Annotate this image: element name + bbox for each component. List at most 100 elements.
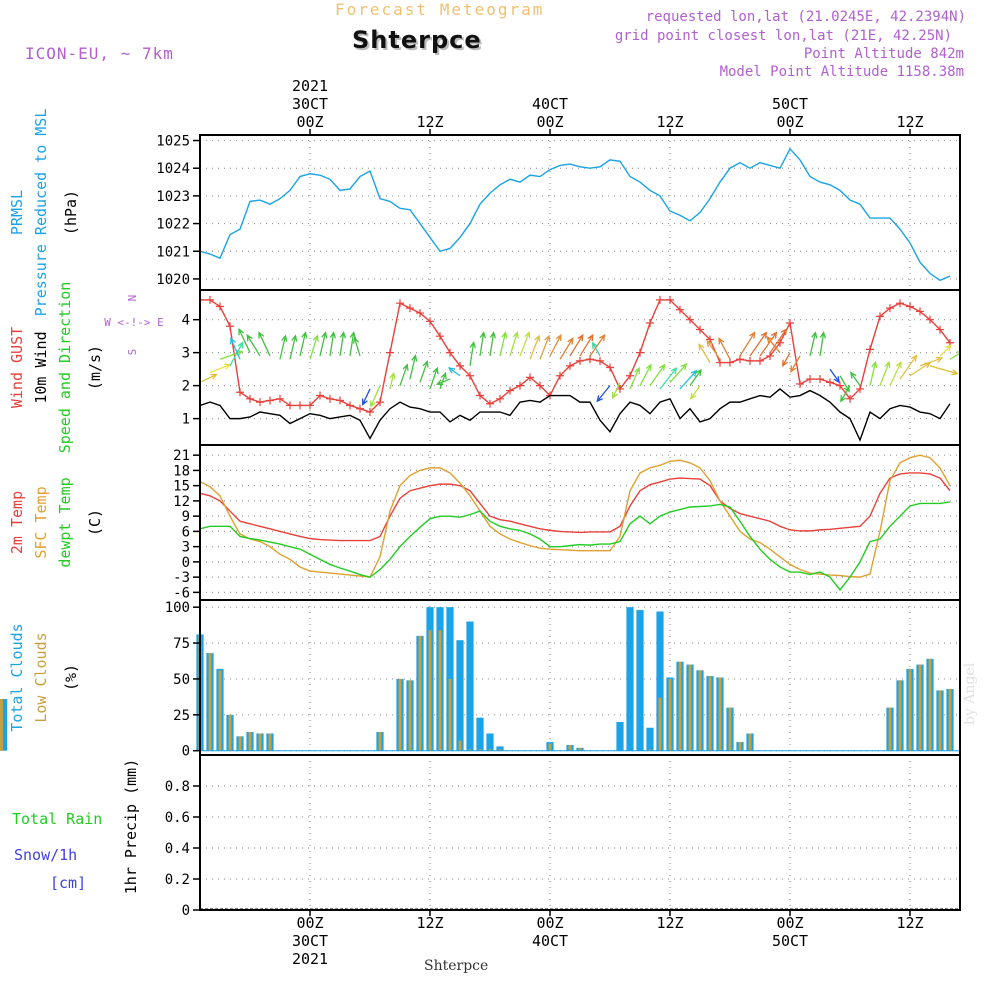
gust-marker <box>376 398 384 407</box>
gust-marker <box>236 388 244 397</box>
wind-arrow <box>899 354 918 380</box>
gust-marker <box>716 358 724 367</box>
wind-arrow <box>749 331 768 357</box>
wind-arrow <box>889 360 902 386</box>
gust-marker <box>206 295 214 304</box>
wind-ylabel: Wind GUST <box>8 327 26 408</box>
wind-arrow <box>819 331 827 357</box>
gust-marker <box>666 295 674 304</box>
gust-marker <box>486 399 494 408</box>
gust-marker <box>936 325 944 334</box>
clouds-ytick-label: 50 <box>173 672 190 688</box>
bottom-time-label: 00Z <box>776 914 803 932</box>
gust-marker <box>286 401 294 410</box>
low-cloud-bar <box>478 749 482 751</box>
low-cloud-bar <box>428 630 432 751</box>
temperature-ylabel: SFC Temp <box>32 486 50 558</box>
wind-arrow <box>939 344 953 357</box>
gust-marker <box>696 325 704 334</box>
pressure-ylabel: PRMSL <box>8 190 26 235</box>
precip-ytick-label: 0.4 <box>165 841 190 857</box>
compass-south: S <box>126 349 139 356</box>
wind-arrow <box>509 331 519 357</box>
precip-legend-snow: Snow/1h <box>14 846 77 864</box>
wind-unit: (m/s) <box>86 345 104 390</box>
wind-arrow <box>611 382 621 400</box>
total-cloud-bar <box>0 699 8 751</box>
gust-marker <box>806 375 814 384</box>
top-time-label: 2021 <box>292 77 328 95</box>
wind-arrow <box>579 333 594 357</box>
wind-arrow <box>435 378 451 386</box>
total-cloud-bar <box>656 611 664 751</box>
low-cloud-bar <box>718 677 722 751</box>
wind-arrow <box>809 331 818 357</box>
wind-ytick-label: 1 <box>182 412 190 428</box>
low-cloud-bar <box>398 678 402 751</box>
wind-series-2 <box>200 388 951 442</box>
low-cloud-bar <box>568 744 572 751</box>
gust-marker <box>826 378 834 387</box>
wind-arrow <box>869 360 878 386</box>
low-cloud-bar <box>208 653 212 751</box>
wind-arrow <box>258 331 271 357</box>
temperature-ytick-label: -3 <box>173 570 190 586</box>
wind-arrow <box>529 334 541 360</box>
wind-arrow <box>361 388 371 406</box>
wind-arrow <box>519 331 531 357</box>
low-cloud-bar <box>918 664 922 751</box>
low-cloud-bar <box>648 749 652 751</box>
pressure-ytick-label: 1021 <box>156 244 190 260</box>
gust-marker <box>866 345 874 354</box>
temperature-series-3 <box>200 501 951 591</box>
wind-arrow <box>698 343 711 363</box>
temperature-unit: (C) <box>86 509 104 536</box>
gust-marker <box>266 396 274 405</box>
total-cloud-bar <box>646 727 654 751</box>
precip-ytick-label: 0.6 <box>165 810 190 826</box>
bottom-time-label: 12Z <box>656 914 683 932</box>
wind-arrow <box>230 337 241 360</box>
model-label: ICON-EU, ~ 7km <box>25 44 174 63</box>
wind-arrow <box>319 331 328 357</box>
gust-marker <box>656 295 664 304</box>
wind-arrow <box>370 385 381 408</box>
wind-arrow <box>659 366 678 390</box>
gust-marker <box>836 381 844 390</box>
wind-arrow <box>596 385 611 403</box>
wind-arrow <box>766 335 781 354</box>
low-cloud-bar <box>928 658 932 751</box>
wind-arrow <box>781 352 791 367</box>
pressure-ytick-label: 1023 <box>156 189 190 205</box>
gust-marker <box>200 295 204 304</box>
wind-arrow <box>739 331 756 357</box>
gust-marker <box>686 315 694 324</box>
gust-marker <box>536 381 544 390</box>
total-cloud-bar <box>636 610 644 751</box>
top-time-label: 12Z <box>416 113 443 131</box>
top-time-label: 00Z <box>536 113 563 131</box>
gust-marker <box>566 361 574 370</box>
wind-arrow <box>439 371 447 390</box>
temperature-ytick-label: 18 <box>173 463 190 479</box>
clouds-panel-frame <box>199 599 961 756</box>
low-cloud-bar <box>668 678 672 751</box>
wind-arrow <box>629 366 640 390</box>
low-cloud-bar <box>938 690 942 751</box>
wind-arrow <box>591 341 601 357</box>
temperature-ytick-label: 9 <box>182 509 190 525</box>
low-cloud-bar <box>488 749 492 751</box>
gust-marker <box>346 401 354 410</box>
wind-ylabel: Speed and Direction <box>56 282 74 454</box>
top-time-label: 30CT <box>292 95 328 113</box>
wind-ylabel: 10m Wind <box>32 331 50 403</box>
gust-marker <box>816 375 824 384</box>
gust-marker <box>846 394 854 403</box>
wind-arrow <box>949 351 960 360</box>
wind-arrow <box>840 385 851 403</box>
low-cloud-bar <box>658 697 662 751</box>
wind-arrow <box>769 328 788 354</box>
wind-arrow <box>539 334 551 360</box>
total-cloud-bar <box>486 733 494 751</box>
temperature-ytick-label: 3 <box>182 540 190 556</box>
